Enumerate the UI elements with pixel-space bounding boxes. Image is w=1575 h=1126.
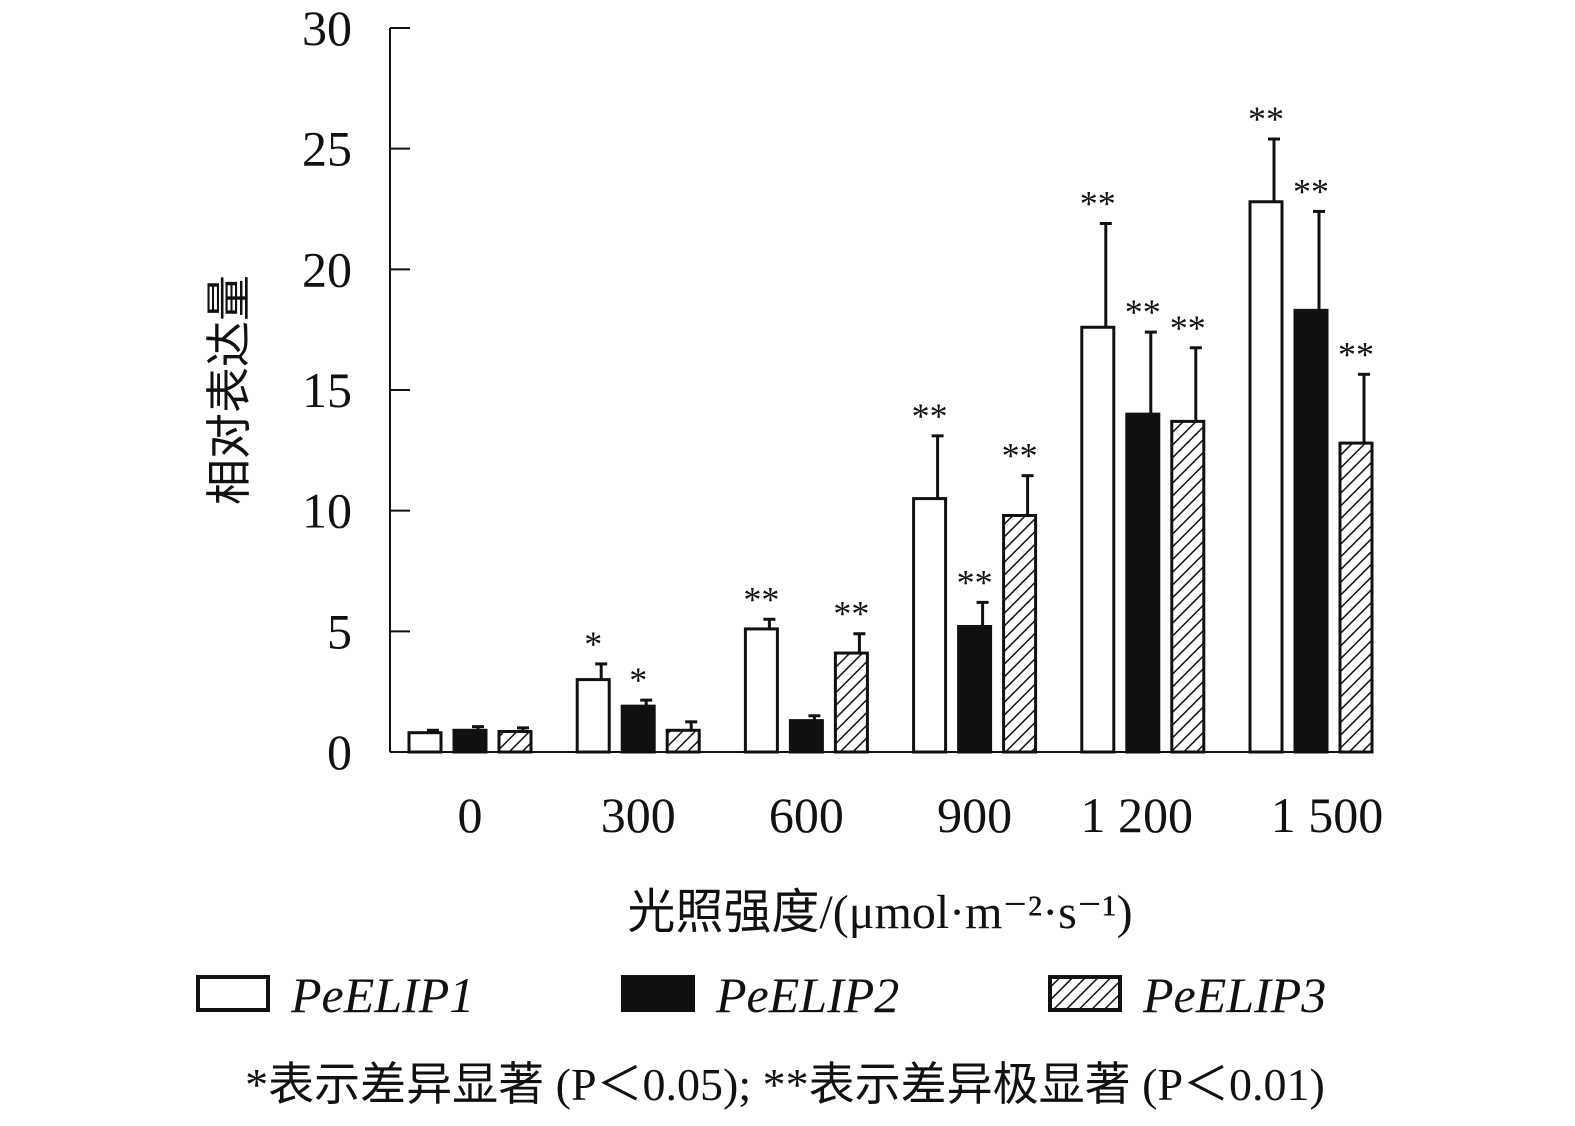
significance-label: ** bbox=[1170, 308, 1206, 348]
significance-label: ** bbox=[912, 396, 948, 436]
bar-PeELIP1-300 bbox=[575, 678, 611, 754]
footnote: *表示差异显著 (P＜0.05); **表示差异极显著 (P＜0.01) bbox=[245, 1059, 1325, 1110]
y-tick-label: 5 bbox=[327, 603, 352, 659]
y-tick-label: 0 bbox=[327, 724, 352, 780]
bar-PeELIP2-1500 bbox=[1293, 308, 1329, 754]
legend-label: PeELIP3 bbox=[1142, 967, 1326, 1023]
bar-PeELIP1-0 bbox=[407, 731, 443, 754]
legend-swatch-PeELIP2 bbox=[621, 975, 695, 1012]
bar-PeELIP3-600 bbox=[833, 651, 869, 754]
bar-PeELIP1-1200 bbox=[1080, 325, 1116, 754]
bar-PeELIP3-1500 bbox=[1338, 441, 1374, 754]
bar-PeELIP3-900 bbox=[1002, 513, 1038, 754]
significance-label: ** bbox=[833, 594, 869, 634]
bar-PeELIP1-900 bbox=[912, 497, 948, 754]
bar-PeELIP3-300 bbox=[665, 728, 701, 754]
significance-label: ** bbox=[1338, 334, 1374, 374]
x-tick-label: 600 bbox=[769, 787, 844, 843]
bar-PeELIP2-1200 bbox=[1125, 412, 1161, 754]
significance-label: ** bbox=[1293, 171, 1329, 211]
y-tick-label: 20 bbox=[302, 241, 352, 297]
legend-label: PeELIP2 bbox=[715, 967, 899, 1023]
significance-label: ** bbox=[1125, 292, 1161, 332]
x-axis-label: 光照强度/(μmol·m⁻²·s⁻¹) bbox=[627, 886, 1132, 939]
x-tick-label: 1 200 bbox=[1081, 787, 1194, 843]
bar-PeELIP1-600 bbox=[743, 627, 779, 754]
bar-PeELIP3-0 bbox=[497, 729, 533, 754]
bar-PeELIP2-300 bbox=[620, 704, 656, 754]
bar-PeELIP2-600 bbox=[788, 719, 824, 754]
significance-label: ** bbox=[957, 562, 993, 602]
bar-PeELIP1-1500 bbox=[1248, 200, 1284, 754]
legend-label: PeELIP1 bbox=[290, 967, 474, 1023]
y-tick-label: 30 bbox=[302, 0, 352, 56]
x-tick-label: 0 bbox=[458, 787, 483, 843]
legend-swatch-PeELIP1 bbox=[196, 975, 270, 1012]
x-tick-label: 900 bbox=[937, 787, 1012, 843]
y-axis-label: 相对表达量 bbox=[204, 275, 255, 505]
significance-label: ** bbox=[1080, 183, 1116, 223]
significance-label: * bbox=[629, 660, 647, 700]
significance-label: * bbox=[584, 624, 602, 664]
y-tick-label: 15 bbox=[302, 362, 352, 418]
y-tick-label: 10 bbox=[302, 483, 352, 539]
bar-PeELIP2-0 bbox=[452, 728, 488, 754]
significance-label: ** bbox=[1002, 436, 1038, 476]
significance-label: ** bbox=[1248, 99, 1284, 139]
legend-swatch-PeELIP3 bbox=[1048, 975, 1122, 1012]
x-tick-label: 1 500 bbox=[1271, 787, 1384, 843]
y-tick-label: 25 bbox=[302, 121, 352, 177]
significance-label: ** bbox=[743, 579, 779, 619]
bar-PeELIP3-1200 bbox=[1170, 419, 1206, 754]
x-tick-label: 300 bbox=[601, 787, 676, 843]
bar-PeELIP2-900 bbox=[957, 625, 993, 754]
